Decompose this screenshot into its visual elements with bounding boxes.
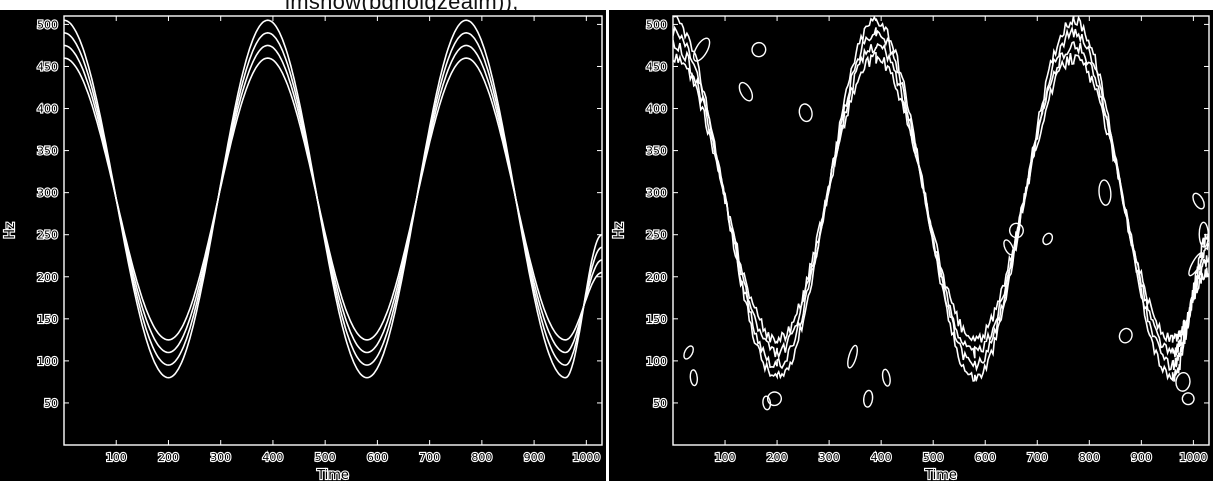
noise-blob <box>1192 192 1205 210</box>
contour-line-1 <box>673 16 1209 383</box>
y-tick-label: 500 <box>646 18 667 31</box>
x-tick-label: 800 <box>1079 451 1100 464</box>
y-tick-label: 150 <box>646 313 667 326</box>
contour-line-1 <box>64 19 602 379</box>
y-axis-label: Hz <box>3 222 18 239</box>
y-tick-label: 450 <box>37 60 58 73</box>
y-tick-label: 400 <box>37 103 58 116</box>
contour-line-4 <box>64 57 602 341</box>
x-tick-label: 500 <box>923 451 944 464</box>
noise-blob <box>738 81 754 102</box>
x-tick-label: 600 <box>975 451 996 464</box>
noise-blob <box>1118 327 1133 344</box>
x-tick-label: 100 <box>106 451 127 464</box>
noise-blob <box>751 41 767 58</box>
noise-blob <box>689 369 699 387</box>
y-tick-label: 500 <box>37 18 58 31</box>
noise-blob <box>766 391 783 407</box>
y-tick-label: 100 <box>646 355 667 368</box>
noise-blob <box>1175 372 1191 392</box>
plot-frame <box>63 15 603 446</box>
x-tick-label: 600 <box>367 451 388 464</box>
y-tick-label: 100 <box>37 355 58 368</box>
noise-blob <box>1042 232 1054 246</box>
noise-blob <box>862 389 874 408</box>
y-tick-label: 50 <box>653 397 667 410</box>
x-axis-label: Time <box>924 468 957 481</box>
noise-blob <box>881 368 891 387</box>
contour-line-3 <box>64 44 602 354</box>
x-tick-label: 400 <box>871 451 892 464</box>
x-tick-label: 200 <box>767 451 788 464</box>
noise-blob <box>762 395 772 411</box>
y-tick-label: 400 <box>646 103 667 116</box>
x-tick-label: 1000 <box>1179 451 1207 464</box>
y-tick-label: 300 <box>646 187 667 200</box>
x-tick-label: 400 <box>262 451 283 464</box>
y-tick-label: 350 <box>646 145 667 158</box>
noise-blob <box>847 344 859 369</box>
left-chart-panel: 100 200 300 400 500 600 700 800 900 1000 50 100 150 2… <box>0 10 606 481</box>
y-tick-label: 150 <box>37 313 58 326</box>
y-tick-label: 250 <box>37 229 58 242</box>
x-tick-label: 1000 <box>572 451 600 464</box>
x-tick-label: 900 <box>524 451 545 464</box>
y-tick-label: 350 <box>37 145 58 158</box>
y-tick-label: 200 <box>646 271 667 284</box>
x-tick-label: 100 <box>715 451 736 464</box>
x-tick-label: 200 <box>158 451 179 464</box>
x-tick-label: 800 <box>471 451 492 464</box>
noise-blob <box>1098 179 1112 206</box>
noise-blob <box>692 37 711 62</box>
x-tick-label: 300 <box>819 451 840 464</box>
noise-blob <box>1008 222 1024 239</box>
noise-blob <box>1188 251 1204 277</box>
y-axis-label: Hz <box>612 222 627 239</box>
y-tick-label: 300 <box>37 187 58 200</box>
contour-line-2 <box>673 25 1209 372</box>
right-edge-chart: 100 200 300 400 500 600 700 800 900 1000 50 100 150 2… <box>611 15 1210 481</box>
x-axis-label: Time <box>316 468 349 481</box>
x-tick-label: 500 <box>315 451 336 464</box>
noise-blob <box>798 103 813 123</box>
contour-line-4 <box>673 51 1209 345</box>
y-tick-label: 450 <box>646 60 667 73</box>
x-tick-label: 300 <box>210 451 231 464</box>
contour-line-3 <box>673 40 1209 360</box>
noise-blob <box>1198 221 1209 248</box>
noise-blob <box>683 345 694 360</box>
left-edge-chart: 100 200 300 400 500 600 700 800 900 1000 50 100 150 2… <box>2 15 603 481</box>
noise-blob <box>1181 392 1195 406</box>
x-tick-label: 900 <box>1131 451 1152 464</box>
y-tick-label: 50 <box>44 397 58 410</box>
contour-line-2 <box>64 31 602 366</box>
plot-frame <box>672 15 1210 446</box>
right-chart-panel: 100 200 300 400 500 600 700 800 900 1000 50 100 150 2… <box>609 10 1213 481</box>
y-tick-label: 250 <box>646 229 667 242</box>
y-tick-label: 200 <box>37 271 58 284</box>
x-tick-label: 700 <box>419 451 440 464</box>
noise-blob <box>1003 239 1015 256</box>
x-tick-label: 700 <box>1027 451 1048 464</box>
